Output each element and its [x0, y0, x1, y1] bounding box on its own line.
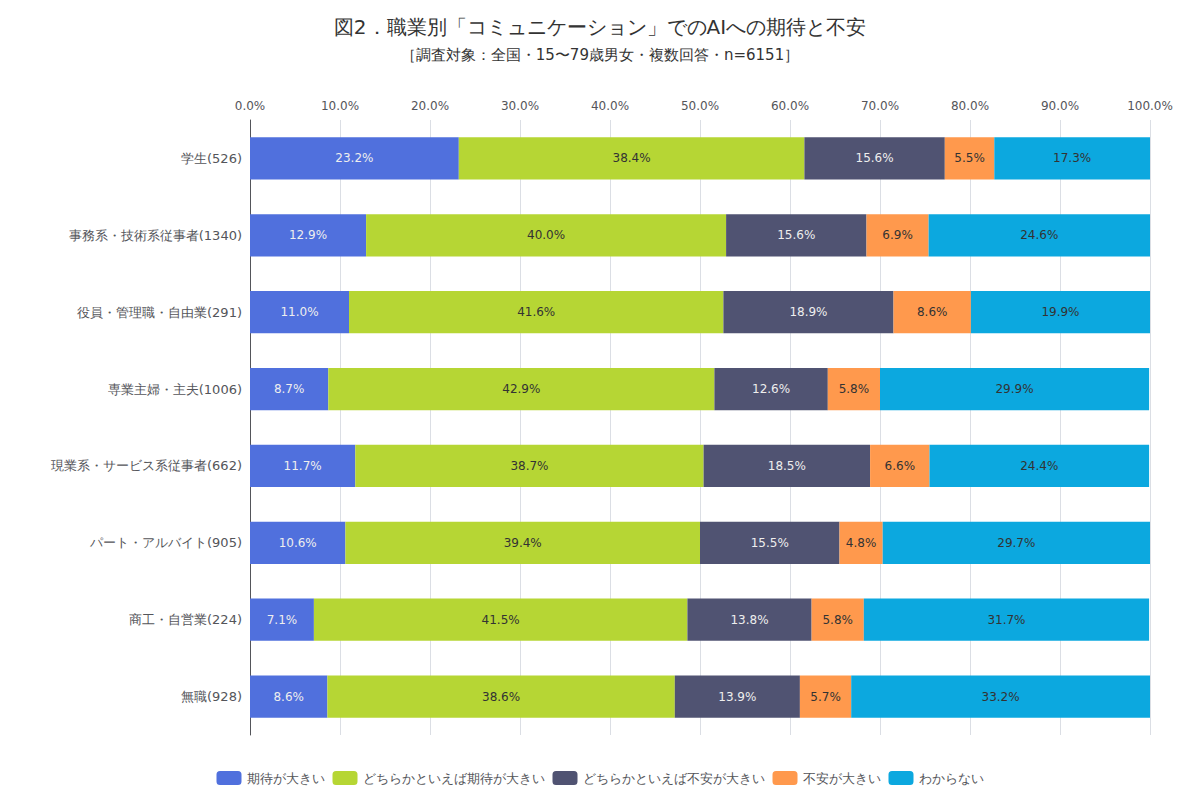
- svg-text:31.7%: 31.7%: [987, 613, 1025, 627]
- svg-text:50.0%: 50.0%: [681, 99, 719, 113]
- svg-text:不安が大きい: 不安が大きい: [803, 771, 881, 786]
- svg-text:8.6%: 8.6%: [917, 305, 948, 319]
- svg-text:0.0%: 0.0%: [235, 99, 266, 113]
- svg-text:7.1%: 7.1%: [267, 613, 298, 627]
- svg-text:10.6%: 10.6%: [279, 536, 317, 550]
- svg-text:42.9%: 42.9%: [502, 382, 540, 396]
- svg-text:学生(526): 学生(526): [181, 151, 242, 166]
- svg-text:38.6%: 38.6%: [482, 690, 520, 704]
- svg-text:10.0%: 10.0%: [321, 99, 359, 113]
- svg-text:図2．職業別「コミュニケーション」でのAIへの期待と不安: 図2．職業別「コミュニケーション」でのAIへの期待と不安: [334, 15, 866, 39]
- svg-text:18.5%: 18.5%: [768, 459, 806, 473]
- svg-text:8.6%: 8.6%: [273, 690, 304, 704]
- svg-text:どちらかといえば不安が大きい: どちらかといえば不安が大きい: [583, 771, 765, 786]
- svg-text:18.9%: 18.9%: [789, 305, 827, 319]
- svg-text:40.0%: 40.0%: [591, 99, 629, 113]
- svg-text:11.0%: 11.0%: [280, 305, 318, 319]
- svg-text:30.0%: 30.0%: [501, 99, 539, 113]
- svg-text:15.6%: 15.6%: [777, 228, 815, 242]
- svg-text:29.7%: 29.7%: [997, 536, 1035, 550]
- svg-text:41.6%: 41.6%: [517, 305, 555, 319]
- svg-text:［調査対象：全国・15〜79歳男女・複数回答・n=6151］: ［調査対象：全国・15〜79歳男女・複数回答・n=6151］: [401, 46, 799, 64]
- svg-text:20.0%: 20.0%: [411, 99, 449, 113]
- svg-text:事務系・技術系従事者(1340): 事務系・技術系従事者(1340): [69, 228, 242, 243]
- svg-text:わからない: わからない: [919, 771, 984, 786]
- svg-text:13.9%: 13.9%: [718, 690, 756, 704]
- svg-text:パート・アルバイト(905): パート・アルバイト(905): [89, 535, 242, 550]
- svg-text:24.4%: 24.4%: [1020, 459, 1058, 473]
- svg-text:39.4%: 39.4%: [504, 536, 542, 550]
- svg-text:23.2%: 23.2%: [335, 151, 373, 165]
- svg-text:13.8%: 13.8%: [730, 613, 768, 627]
- svg-text:現業系・サービス系従事者(662): 現業系・サービス系従事者(662): [51, 458, 242, 473]
- svg-text:19.9%: 19.9%: [1041, 305, 1079, 319]
- svg-text:5.8%: 5.8%: [822, 613, 853, 627]
- svg-text:29.9%: 29.9%: [995, 382, 1033, 396]
- svg-text:5.5%: 5.5%: [954, 151, 985, 165]
- svg-text:80.0%: 80.0%: [951, 99, 989, 113]
- svg-text:5.7%: 5.7%: [810, 690, 841, 704]
- svg-text:役員・管理職・自由業(291): 役員・管理職・自由業(291): [77, 305, 242, 320]
- svg-text:70.0%: 70.0%: [861, 99, 899, 113]
- svg-text:38.7%: 38.7%: [510, 459, 548, 473]
- svg-text:41.5%: 41.5%: [482, 613, 520, 627]
- svg-text:40.0%: 40.0%: [527, 228, 565, 242]
- svg-text:無職(928): 無職(928): [181, 689, 242, 704]
- svg-text:60.0%: 60.0%: [771, 99, 809, 113]
- svg-text:12.9%: 12.9%: [289, 228, 327, 242]
- svg-text:6.6%: 6.6%: [885, 459, 916, 473]
- svg-text:12.6%: 12.6%: [752, 382, 790, 396]
- svg-text:5.8%: 5.8%: [839, 382, 870, 396]
- svg-text:33.2%: 33.2%: [982, 690, 1020, 704]
- svg-text:17.3%: 17.3%: [1053, 151, 1091, 165]
- svg-text:8.7%: 8.7%: [274, 382, 305, 396]
- svg-text:どちらかといえば期待が大きい: どちらかといえば期待が大きい: [363, 771, 545, 786]
- svg-text:100.0%: 100.0%: [1127, 99, 1173, 113]
- svg-text:15.5%: 15.5%: [751, 536, 789, 550]
- svg-text:38.4%: 38.4%: [613, 151, 651, 165]
- svg-text:専業主婦・主夫(1006): 専業主婦・主夫(1006): [108, 382, 242, 397]
- svg-text:4.8%: 4.8%: [846, 536, 877, 550]
- svg-text:期待が大きい: 期待が大きい: [247, 771, 325, 786]
- svg-text:6.9%: 6.9%: [882, 228, 913, 242]
- svg-text:商工・自営業(224): 商工・自営業(224): [129, 612, 242, 627]
- svg-text:15.6%: 15.6%: [856, 151, 894, 165]
- svg-text:11.7%: 11.7%: [284, 459, 322, 473]
- svg-text:90.0%: 90.0%: [1041, 99, 1079, 113]
- svg-text:24.6%: 24.6%: [1020, 228, 1058, 242]
